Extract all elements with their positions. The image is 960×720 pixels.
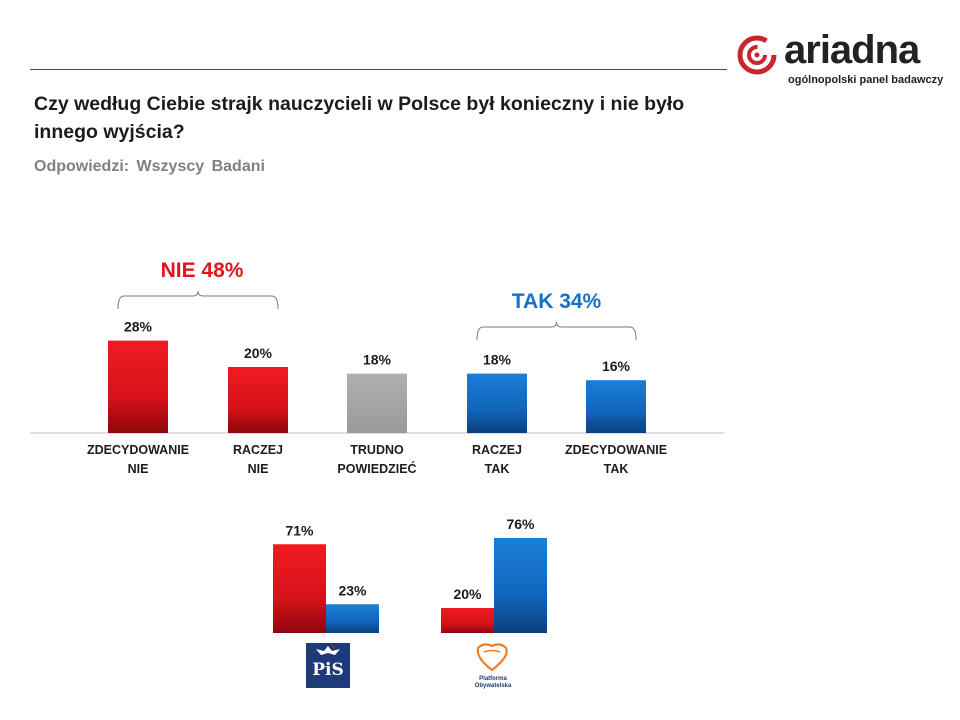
pis-logo: PiS	[306, 643, 350, 688]
party-value-label-0-1: 23%	[338, 582, 367, 598]
category-label-3: TAK	[485, 462, 510, 476]
value-label-3: 18%	[483, 352, 512, 368]
ariadna-logo-wordmark: ariadna	[784, 28, 920, 72]
group-bracket-0	[117, 290, 279, 310]
party-bar-1-1	[494, 538, 547, 633]
respondents-subtitle: Odpowiedzi: Wszyscy Badani	[34, 158, 265, 175]
party-bar-1-0	[441, 608, 494, 633]
party-bar-0-0	[273, 544, 326, 633]
ariadna-logo: ariadna ogólnopolski panel badawczy	[736, 28, 951, 90]
bar-4	[586, 380, 646, 433]
party-value-label-1-0: 20%	[453, 586, 482, 602]
category-label-4: ZDECYDOWANIE	[565, 443, 667, 457]
ariadna-logo-tagline: ogólnopolski panel badawczy	[788, 74, 944, 86]
category-label-1: NIE	[248, 462, 269, 476]
party-value-label-1-1: 76%	[506, 516, 535, 532]
category-label-0: NIE	[128, 462, 149, 476]
group-label-0: NIE 48%	[161, 259, 244, 282]
pis-logo-text: PiS	[312, 660, 344, 680]
header-divider	[30, 69, 727, 70]
category-label-3: RACZEJ	[472, 443, 522, 457]
category-label-1: RACZEJ	[233, 443, 283, 457]
po-logo-text: Platforma Obywatelska	[474, 676, 512, 689]
value-label-1: 20%	[244, 345, 273, 361]
category-label-0: ZDECYDOWANIE	[87, 443, 189, 457]
category-label-4: TAK	[604, 462, 629, 476]
group-bracket-1	[476, 321, 637, 341]
category-label-2: TRUDNO	[350, 443, 404, 457]
group-label-1: TAK 34%	[512, 290, 602, 313]
party-bar-0-1	[326, 604, 379, 633]
pis-eagle-icon	[316, 645, 340, 655]
po-heart-icon	[476, 643, 508, 672]
bar-1	[228, 367, 288, 433]
party-value-label-0-0: 71%	[285, 522, 314, 538]
value-label-0: 28%	[124, 319, 153, 335]
survey-question: Czy według Ciebie strajk nauczycieli w P…	[34, 93, 685, 143]
bar-0	[108, 340, 168, 433]
bar-2	[347, 373, 407, 433]
ariadna-logo-icon	[737, 35, 777, 75]
value-label-2: 18%	[363, 352, 392, 368]
po-logo: Platforma Obywatelska	[462, 640, 522, 695]
category-label-2: POWIEDZIEĆ	[337, 461, 416, 476]
value-label-4: 16%	[602, 358, 631, 374]
bar-3	[467, 373, 527, 433]
